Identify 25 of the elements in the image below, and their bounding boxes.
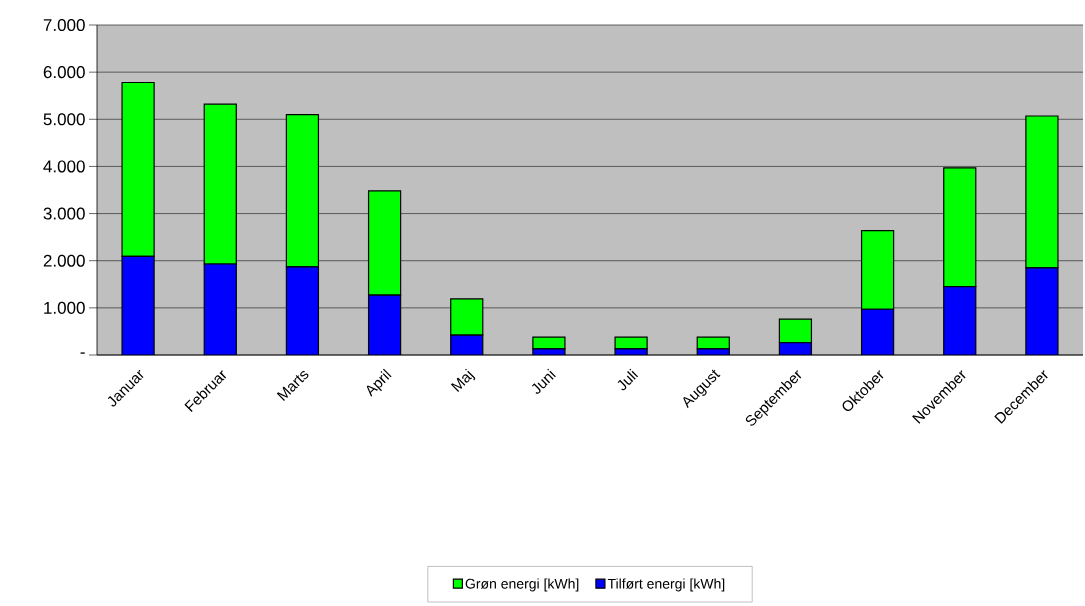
- bar: [122, 256, 155, 355]
- x-tick-label: Maj: [450, 368, 476, 392]
- y-tick-label: 3.000: [43, 207, 85, 220]
- bar: [1025, 267, 1059, 355]
- y-tick-label: 6.000: [43, 66, 85, 79]
- bar: [450, 298, 484, 336]
- bar: [368, 295, 401, 355]
- x-tick-label: Juni: [531, 368, 556, 394]
- bar: [861, 309, 894, 355]
- y-tick-label: -: [80, 352, 85, 354]
- x-tick-label: Juli: [617, 368, 639, 391]
- y-tick-label: 4.000: [43, 160, 85, 173]
- legend-label: Grøn energi [kWh]: [465, 578, 579, 592]
- bar: [943, 286, 976, 355]
- bar: [204, 264, 237, 355]
- bar: [614, 336, 648, 350]
- legend-label: Tilført energi [kWh]: [607, 578, 725, 592]
- y-tick-label: 1.000: [44, 301, 85, 314]
- bar: [696, 336, 730, 350]
- bar: [286, 266, 319, 355]
- y-tick-label: 5.000: [43, 113, 85, 126]
- bar: [778, 318, 813, 344]
- bar: [532, 336, 566, 350]
- y-tick-label: 7.000: [43, 18, 85, 32]
- y-tick-label: 2.000: [43, 254, 85, 267]
